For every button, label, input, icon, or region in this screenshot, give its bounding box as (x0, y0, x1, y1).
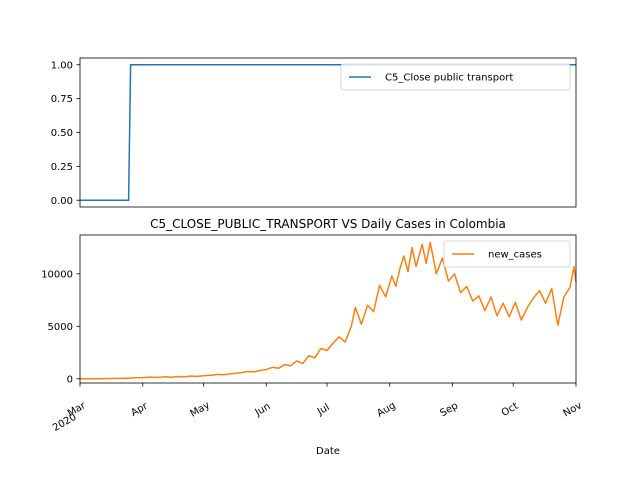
x-tick-label: Aug (375, 400, 397, 419)
x-tick-label: Oct (500, 401, 521, 419)
top-y-tick-label: 0.75 (51, 94, 73, 105)
top-legend: C5_Close public transport (340, 63, 571, 91)
x-tick-label: Nov (562, 400, 584, 419)
top-legend-label: C5_Close public transport (385, 73, 513, 84)
bottom-legend-label: new_cases (488, 250, 542, 261)
chart-title: C5_CLOSE_PUBLIC_TRANSPORT VS Daily Cases… (150, 217, 506, 231)
x-axis-label: Date (316, 446, 340, 457)
bottom-plot-frame (79, 234, 577, 384)
top-legend-box (340, 63, 571, 91)
bottom-legend: new_cases (443, 240, 571, 268)
bottom-series-line-0 (80, 241, 577, 380)
bottom-y-tick-label: 5000 (48, 322, 73, 333)
x-tick-label: Apr (129, 400, 150, 419)
bottom-y-tick-label: 0 (67, 374, 73, 385)
top-chart-panel: 0.00 0.25 0.50 0.75 1.00 C5_Close public tran… (51, 57, 577, 208)
top-y-tick-label: 0.00 (51, 196, 73, 207)
x-tick-year-label: 2020 (51, 412, 79, 434)
bottom-legend-box (443, 240, 571, 268)
top-y-tick-label: 0.25 (51, 162, 73, 173)
x-tick-label: May (189, 400, 212, 420)
top-y-tick-label: 1.00 (51, 60, 73, 71)
bottom-y-tick-label: 10000 (41, 269, 73, 280)
x-tick-label: Jul (315, 402, 332, 418)
x-tick-label: Jun (253, 401, 273, 419)
top-y-tick-label: 0.50 (51, 128, 73, 139)
x-tick-label: Sep (438, 400, 460, 419)
